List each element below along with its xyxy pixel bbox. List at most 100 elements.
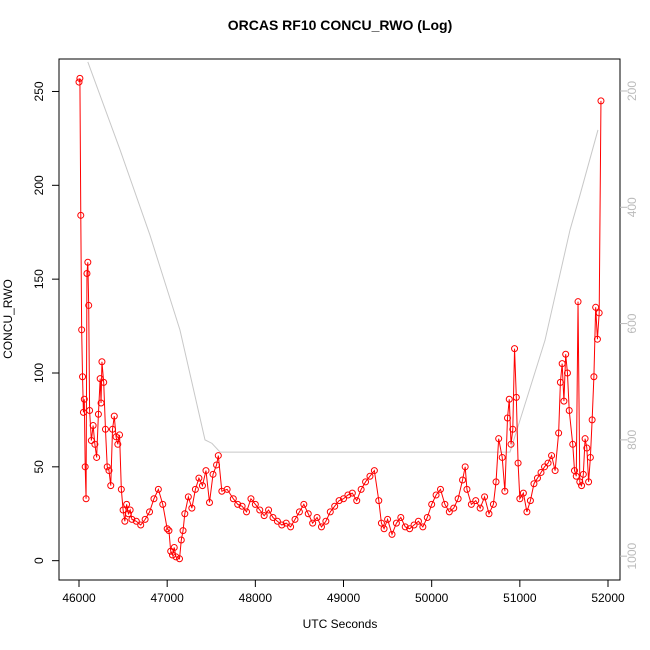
data-point [107,482,115,490]
data-point [514,459,522,467]
data-point [498,453,506,461]
data-point [94,410,102,418]
data-point [492,478,500,486]
data-point [79,408,87,416]
data-point [97,399,105,407]
data-point [119,506,127,514]
data-point [117,485,125,493]
data-point [300,500,308,508]
data-point [93,453,101,461]
data-point [132,517,140,525]
data-point [313,514,321,522]
data-point [103,463,111,471]
data-point [79,373,87,381]
data-point [278,521,286,529]
data-point [326,508,334,516]
data-point [512,393,520,401]
y2-tick-label: 200 [625,81,639,101]
data-point [195,474,203,482]
data-point [331,502,339,510]
data-point [472,497,480,505]
data-point [82,495,90,503]
data-point [181,510,189,518]
data-point [295,508,303,516]
data-point [344,491,352,499]
data-point [348,489,356,497]
data-point [179,527,187,535]
data-point [137,521,145,529]
data-point [269,514,277,522]
data-point [581,435,589,443]
data-point [526,497,534,505]
data-point [213,461,221,469]
data-point [569,440,577,448]
data-point [177,536,185,544]
data-point [238,502,246,510]
data-point [91,440,99,448]
data-point [124,510,132,518]
data-point [388,530,396,538]
y-tick-label: 150 [32,269,46,289]
data-point [256,506,264,514]
data-point [530,480,538,488]
data-point [423,514,431,522]
data-point [188,504,196,512]
data-point [565,407,573,415]
data-point [414,517,422,525]
data-point [548,452,556,460]
data-point [309,519,317,527]
x-tick-label: 51000 [503,591,537,605]
data-point [578,482,586,490]
x-axis-label: UTC Seconds [303,617,378,631]
data-point [121,517,129,525]
data-point [579,470,587,478]
y-tick-label: 0 [32,557,46,564]
data-point [459,476,467,484]
data-point [273,517,281,525]
x-tick-label: 48000 [239,591,273,605]
data-point [419,523,427,531]
x-tick-label: 47000 [150,591,184,605]
data-point [81,463,89,471]
data-point [362,478,370,486]
data-point [154,485,162,493]
data-point [291,515,299,523]
data-point [317,523,325,531]
data-point [128,515,136,523]
data-point [78,326,86,334]
data-point [282,519,290,527]
data-point [597,97,605,105]
data-point [77,211,85,219]
data-point [168,551,176,559]
data-point [357,485,365,493]
data-point [116,431,124,439]
data-point [84,258,92,266]
data-point [260,512,268,520]
data-point [406,525,414,533]
data-point [251,500,259,508]
data-point [544,459,552,467]
data-point [109,425,117,433]
data-point [86,407,94,415]
data-point [100,378,108,386]
data-point [560,397,568,405]
data-point [165,527,173,535]
data-point [101,425,109,433]
data-point [202,467,210,475]
data-point [377,519,385,527]
y-axis-label: CONCU_RWO [1,279,15,359]
y-tick-label: 50 [32,460,46,474]
data-point [461,463,469,471]
data-point [159,500,167,508]
data-point [126,506,134,514]
data-point [80,395,88,403]
data-point [170,544,178,552]
data-point [562,350,570,358]
data-point [380,525,388,533]
data-point [481,493,489,501]
data-point [523,508,531,516]
data-point [76,74,84,82]
data-point [555,429,563,437]
data-point [595,309,603,317]
